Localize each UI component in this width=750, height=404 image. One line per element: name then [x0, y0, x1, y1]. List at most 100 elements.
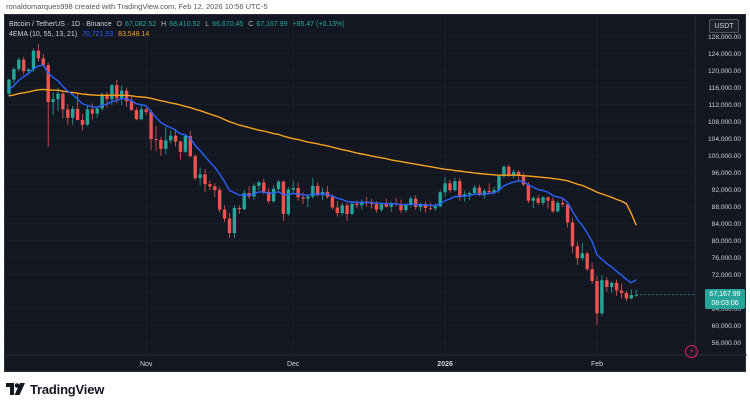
candle-body	[232, 207, 237, 234]
chart-panel[interactable]: 56,000.0060,000.0064,000.0068,000.0072,0…	[4, 14, 747, 373]
candle-body	[369, 203, 374, 205]
candle-body	[281, 181, 286, 214]
candle-body	[556, 202, 560, 212]
candle-body	[193, 156, 197, 179]
candle-body	[267, 191, 271, 202]
last-price-value: 67,167.99	[709, 290, 741, 298]
candle-body	[448, 183, 452, 191]
candle-body	[51, 99, 55, 103]
candle-body	[477, 187, 482, 196]
tradingview-logo-text: TradingView	[30, 381, 105, 397]
price-tick-label: 92,000.00	[712, 187, 742, 194]
close-value: 67,167.99	[256, 21, 288, 28]
candle-body	[463, 194, 467, 197]
candle-body	[178, 141, 183, 152]
candle-body	[134, 110, 139, 120]
ema-indicator-label[interactable]: 4EMA (10, 55, 13, 21)	[9, 31, 78, 38]
price-tick-label: 112,000.00	[708, 102, 741, 109]
candle-body	[296, 187, 300, 198]
ema-slow-value: 83,548.14	[118, 31, 150, 38]
candle-body	[271, 188, 276, 202]
time-tick-label: Dec	[287, 361, 300, 368]
candle-body	[565, 204, 570, 223]
candle-body	[433, 206, 437, 209]
lightning-icon[interactable]: ⚡	[685, 345, 698, 358]
candle-body	[22, 59, 26, 72]
price-axis[interactable]: 56,000.0060,000.0064,000.0068,000.0072,0…	[708, 34, 741, 347]
price-tick-label: 72,000.00	[712, 272, 742, 279]
candle-body	[276, 181, 281, 189]
chart-legend: Bitcoin / TetherUS · 1D · Binance O 67,08…	[9, 20, 348, 40]
low-value: 66,670.45	[212, 21, 244, 28]
candle-body	[110, 85, 114, 100]
candle-body	[252, 185, 256, 197]
candle-body	[242, 193, 246, 210]
candle-body	[154, 139, 158, 140]
time-tick-label: Nov	[140, 361, 153, 368]
candle-body	[531, 198, 535, 201]
candle-body	[222, 209, 227, 219]
candle-body	[169, 135, 173, 141]
candle-body	[31, 50, 36, 70]
candle-body	[350, 203, 354, 214]
candle-body	[551, 200, 555, 212]
candle-body	[61, 93, 65, 110]
candle-body	[188, 136, 192, 157]
candle-body	[467, 193, 472, 195]
price-tick-label: 100,000.00	[708, 153, 741, 160]
candle-body	[262, 182, 266, 192]
time-axis[interactable]: Nov Dec 2026 Feb	[140, 361, 603, 368]
low-label: L	[205, 21, 210, 28]
candle-body	[56, 93, 60, 100]
price-tick-label: 84,000.00	[712, 221, 742, 228]
price-tick-label: 116,000.00	[708, 85, 741, 92]
candle-body	[399, 204, 403, 211]
candle-body	[482, 190, 486, 196]
candle-body	[159, 139, 163, 149]
candle-body	[423, 204, 428, 208]
open-label: O	[116, 21, 122, 28]
currency-button[interactable]: USDT	[709, 19, 739, 33]
candle-body	[46, 65, 50, 103]
high-label: H	[161, 21, 167, 28]
candle-body	[100, 94, 104, 109]
candle-body	[149, 111, 153, 140]
tradingview-logo-icon	[6, 383, 25, 395]
price-tick-label: 60,000.00	[712, 323, 742, 330]
ema-slow-line	[8, 88, 637, 226]
candle-body	[472, 187, 477, 194]
candle-body	[66, 109, 70, 118]
high-value: 68,410.52	[169, 21, 201, 28]
candle-body	[546, 197, 550, 201]
candle-body	[291, 187, 295, 190]
change-value: +85.47 (+0.13%)	[292, 21, 345, 28]
candle-body	[438, 192, 442, 207]
candle-body	[605, 280, 609, 287]
candle-body	[26, 69, 31, 72]
candle-body	[595, 281, 599, 314]
candle-body	[286, 189, 290, 214]
candle-body	[507, 166, 511, 176]
candle-body	[619, 290, 624, 293]
candle-body	[227, 218, 232, 234]
candle-body	[120, 90, 124, 99]
candle-body	[379, 204, 384, 210]
candle-body	[335, 207, 339, 214]
price-tick-label: 128,000.00	[708, 34, 741, 41]
candle-body	[624, 292, 629, 299]
candle-body	[502, 166, 506, 177]
candle-body	[213, 186, 217, 191]
candle-body	[536, 198, 540, 203]
candle-body	[561, 202, 565, 205]
candle-body	[75, 108, 80, 120]
grid-lines	[5, 15, 695, 355]
candle-body	[355, 203, 359, 205]
candle-body	[409, 198, 413, 205]
candle-body	[17, 59, 21, 69]
candle-body	[516, 171, 521, 176]
chart-canvas[interactable]: 56,000.0060,000.0064,000.0068,000.0072,0…	[5, 15, 747, 373]
candle-body	[237, 207, 241, 210]
symbol-title[interactable]: Bitcoin / TetherUS · 1D · Binance	[9, 21, 112, 28]
candle-body	[7, 79, 11, 94]
candle-body	[129, 101, 134, 111]
